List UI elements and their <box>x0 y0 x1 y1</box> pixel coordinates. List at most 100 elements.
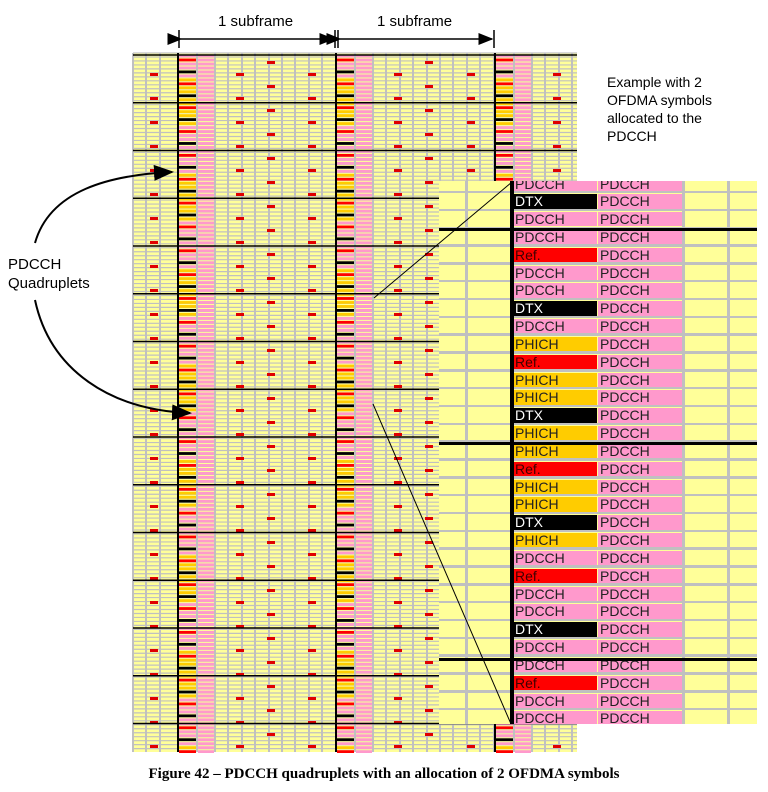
control-re <box>337 475 354 479</box>
panel-cell-control: PHICH <box>513 426 597 441</box>
control-re <box>179 471 196 475</box>
control-re <box>179 106 196 110</box>
control-re <box>337 189 354 193</box>
pdcch-re <box>198 82 214 86</box>
panel-col-line <box>682 181 685 724</box>
pdcch-re <box>198 416 214 420</box>
pdcch-re <box>198 142 214 145</box>
reference-signal-mark <box>394 313 402 316</box>
control-re <box>179 424 196 428</box>
panel-cell-pdcch: PDCCH <box>598 586 682 601</box>
pdcch-re <box>198 237 214 241</box>
control-re <box>337 201 354 205</box>
pdcch-re <box>198 654 214 658</box>
control-re <box>337 587 354 591</box>
control-re <box>179 197 196 201</box>
control-re <box>337 682 354 686</box>
pdcch-re <box>356 623 372 626</box>
pdcch-re <box>356 324 372 328</box>
pdcch-re <box>515 738 531 742</box>
pdcch-re <box>198 468 214 471</box>
panel-row-line <box>439 618 757 622</box>
pdcch-re <box>356 698 372 702</box>
reference-signal-mark <box>150 553 158 556</box>
pdcch-re <box>356 225 372 229</box>
pdcch-re <box>356 106 372 110</box>
reference-signal-mark <box>267 253 275 256</box>
control-re <box>179 619 196 622</box>
control-re <box>337 563 354 567</box>
control-re <box>179 372 196 376</box>
pdcch-re <box>198 213 214 217</box>
reference-signal-mark <box>553 169 561 172</box>
reference-signal-mark <box>394 649 402 652</box>
panel-row-line <box>439 386 757 390</box>
reference-signal-mark <box>267 493 275 496</box>
control-re <box>179 221 196 225</box>
pdcch-re <box>198 332 214 336</box>
control-re <box>179 670 196 674</box>
reference-signal-mark <box>394 529 402 532</box>
pdcch-re <box>356 157 372 161</box>
control-re <box>179 62 196 66</box>
pdcch-re <box>198 245 214 249</box>
panel-cell-pdcch: PDCCH <box>598 301 682 316</box>
panel-block-boundary <box>439 441 757 445</box>
reference-signal-mark <box>150 529 158 532</box>
panel-cell-control: PHICH <box>513 479 597 494</box>
pdcch-re <box>198 94 214 98</box>
reference-signal-mark <box>308 193 316 196</box>
pdcch-re <box>198 551 214 555</box>
control-re <box>179 289 196 292</box>
control-re <box>179 237 196 241</box>
pdcch-re <box>356 348 372 352</box>
pdcch-re <box>198 114 214 117</box>
control-re <box>179 86 196 90</box>
pdcch-re <box>515 157 531 161</box>
pdcch-re <box>198 587 214 591</box>
reference-signal-mark <box>425 325 433 328</box>
pdcch-re <box>198 452 214 455</box>
panel-cell-pdcch: PDCCH <box>598 675 682 691</box>
control-re <box>179 666 196 670</box>
panel-cell-control: DTX <box>513 515 597 530</box>
control-re <box>179 408 196 412</box>
control-re <box>179 273 196 276</box>
control-re <box>337 539 354 543</box>
pdcch-re <box>198 519 214 523</box>
pdcch-re <box>198 173 214 177</box>
pdcch-re <box>515 150 531 153</box>
control-re <box>337 106 354 110</box>
control-re <box>337 420 354 424</box>
control-re <box>179 491 196 495</box>
control-re <box>179 94 196 98</box>
control-re <box>179 225 196 229</box>
control-re <box>337 289 354 292</box>
pdcch-re <box>198 205 214 209</box>
pdcch-re <box>515 750 531 753</box>
control-re <box>179 730 196 734</box>
control-re <box>179 432 196 435</box>
control-re <box>337 58 354 62</box>
control-re <box>179 412 196 416</box>
pdcch-re <box>356 495 372 499</box>
control-re <box>337 515 354 519</box>
control-re <box>179 392 196 396</box>
reference-signal-mark <box>394 169 402 172</box>
control-re <box>337 599 354 602</box>
pdcch-re <box>356 86 372 90</box>
control-re <box>179 324 196 328</box>
pdcch-re <box>356 249 372 253</box>
panel-cell-control: PDCCH <box>513 604 597 619</box>
control-re <box>337 567 354 571</box>
control-re <box>179 444 196 447</box>
pdcch-re <box>356 281 372 284</box>
control-re <box>179 499 196 503</box>
control-re <box>179 515 196 519</box>
pdcch-re <box>515 86 531 90</box>
pdcch-re <box>356 305 372 308</box>
pdcch-re <box>198 460 214 463</box>
reference-signal-mark <box>308 169 316 172</box>
pdcch-re <box>356 535 372 539</box>
pdcch-re <box>356 54 372 58</box>
